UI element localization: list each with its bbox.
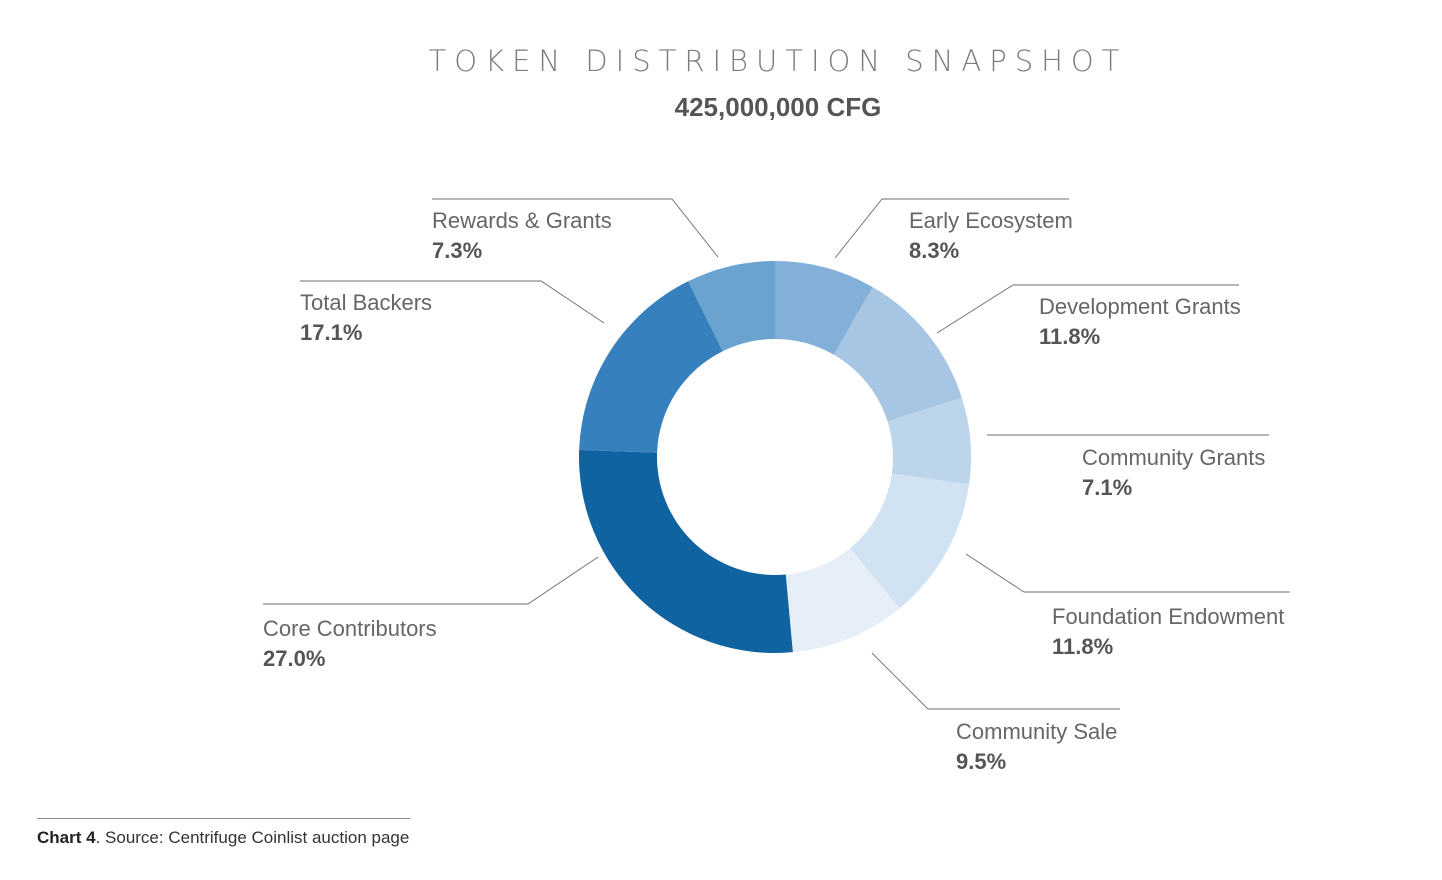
label-community-sale: Community Sale: [956, 719, 1117, 744]
slice-development-grants: [833, 287, 962, 422]
slice-core-contributors: [579, 449, 793, 653]
slice-total-backers: [579, 281, 723, 453]
value-development-grants: 11.8%: [1039, 324, 1100, 349]
label-early-ecosystem: Early Ecosystem: [909, 208, 1073, 233]
value-community-sale: 9.5%: [956, 749, 1006, 774]
leader-line-development-grants: [936, 284, 1239, 334]
value-community-grants: 7.1%: [1082, 475, 1132, 500]
leader-line-foundation-endowment: [965, 553, 1290, 593]
leader-line-core-contributors: [263, 556, 599, 605]
value-core-contributors: 27.0%: [263, 646, 325, 671]
leader-lines: [263, 198, 1290, 710]
chart-subtitle: 425,000,000 CFG: [674, 92, 882, 122]
leader-line-early-ecosystem: [834, 198, 1069, 259]
footer-divider: [37, 818, 410, 819]
chart-title: TOKEN DISTRIBUTION SNAPSHOT: [428, 44, 1128, 78]
slice-foundation-endowment: [849, 473, 970, 609]
value-early-ecosystem: 8.3%: [909, 238, 959, 263]
label-core-contributors: Core Contributors: [263, 616, 437, 641]
slice-community-grants: [887, 397, 971, 485]
label-foundation-endowment: Foundation Endowment: [1052, 604, 1284, 629]
caption-chart-number: Chart 4: [37, 828, 96, 847]
slice-rewards-and-grants: [688, 261, 775, 352]
label-development-grants: Development Grants: [1039, 294, 1241, 319]
label-total-backers: Total Backers: [300, 290, 432, 315]
value-rewards-and-grants: 7.3%: [432, 238, 482, 263]
slice-community-sale: [785, 548, 900, 653]
value-foundation-endowment: 11.8%: [1052, 634, 1113, 659]
leader-line-rewards-and-grants: [432, 198, 719, 258]
slice-early-ecosystem: [775, 261, 873, 355]
leader-line-community-sale: [871, 652, 1120, 710]
slice-labels: Early Ecosystem 8.3% Development Grants 11.…: [263, 208, 1284, 774]
leader-line-total-backers: [300, 280, 605, 324]
value-total-backers: 17.1%: [300, 320, 362, 345]
donut-slices: [579, 261, 971, 653]
caption-source: . Source: Centrifuge Coinlist auction pa…: [95, 828, 410, 847]
chart-caption: Chart 4. Source: Centrifuge Coinlist auc…: [37, 828, 409, 848]
label-rewards-and-grants: Rewards & Grants: [432, 208, 612, 233]
label-community-grants: Community Grants: [1082, 445, 1265, 470]
